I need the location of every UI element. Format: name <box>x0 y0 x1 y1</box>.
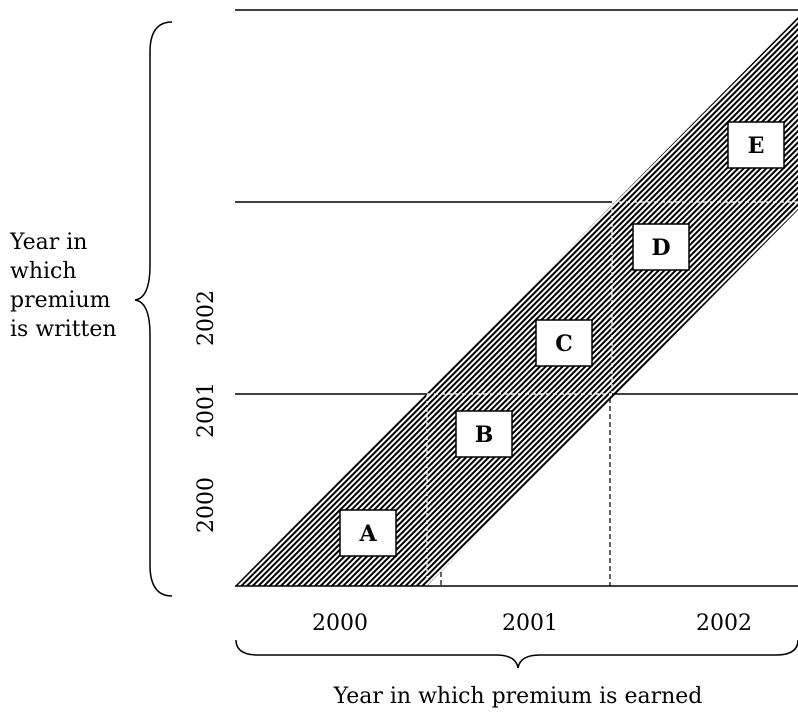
region-e-label: E <box>748 133 765 159</box>
region-a-box: A <box>339 509 397 557</box>
y-year-2001: 2001 <box>194 382 219 438</box>
y-title-line-1: Year in <box>9 230 87 255</box>
left-brace <box>134 21 173 597</box>
y-year-2000: 2000 <box>194 477 219 533</box>
region-b-box: B <box>455 410 513 458</box>
x-year-2001: 2001 <box>502 611 558 636</box>
earning-band <box>235 17 798 586</box>
region-e-box: E <box>727 121 785 169</box>
region-c-box: C <box>535 319 593 367</box>
outer-dashed-lines <box>440 398 611 586</box>
y-title-line-3: premium <box>10 288 111 313</box>
y-title-line-4: is written <box>10 317 117 342</box>
region-d-box: D <box>632 223 690 271</box>
grid-lines <box>235 9 798 587</box>
region-c-label: C <box>555 331 573 357</box>
y-year-2002: 2002 <box>194 290 219 346</box>
region-d-label: D <box>651 235 670 261</box>
region-b-label: B <box>475 422 494 448</box>
x-year-2000: 2000 <box>312 611 368 636</box>
y-title-line-2: which <box>10 259 77 284</box>
bottom-brace <box>235 639 798 669</box>
x-year-2002: 2002 <box>696 611 752 636</box>
region-a-label: A <box>358 521 377 547</box>
band-separators <box>426 201 798 586</box>
x-axis-title: Year in which premium is earned <box>333 684 703 709</box>
